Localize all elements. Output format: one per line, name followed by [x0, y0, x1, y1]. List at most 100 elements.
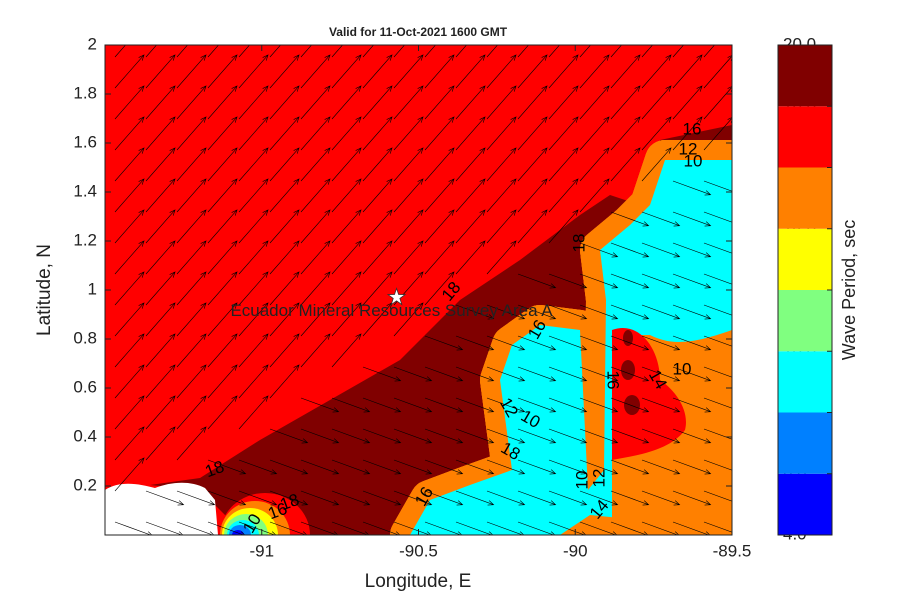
arrow	[548, 178, 579, 213]
arrow	[455, 304, 495, 320]
arrow	[362, 521, 401, 535]
arrow	[579, 428, 619, 444]
arrow	[579, 521, 618, 535]
arrow	[455, 54, 486, 89]
arrow	[300, 116, 331, 151]
arrow	[455, 366, 495, 382]
annotation-text: Ecuador Mineral Resources Survey Area A	[230, 301, 553, 320]
arrow	[579, 273, 619, 289]
arrow	[424, 459, 464, 475]
arrow	[145, 521, 184, 535]
arrow	[579, 54, 610, 89]
arrow	[176, 178, 207, 213]
arrow	[579, 397, 619, 413]
arrow	[672, 273, 712, 289]
arrow	[641, 242, 681, 258]
arrow	[455, 178, 486, 213]
arrow	[331, 333, 362, 368]
arrow	[672, 180, 712, 196]
arrow	[672, 366, 712, 382]
arrow	[238, 364, 269, 399]
arrow	[145, 490, 185, 506]
arrow	[176, 116, 207, 151]
arrow	[145, 45, 157, 58]
arrow	[672, 116, 703, 151]
arrow	[517, 397, 557, 413]
arrow	[703, 211, 732, 223]
arrow	[393, 147, 424, 182]
arrow	[238, 395, 269, 430]
arrow	[424, 147, 455, 182]
arrow	[393, 54, 424, 89]
arrow	[207, 333, 238, 368]
arrow	[672, 521, 711, 535]
arrow	[424, 397, 464, 413]
arrow	[176, 490, 216, 506]
arrow	[672, 54, 703, 89]
arrow	[486, 54, 517, 89]
region	[623, 330, 633, 346]
contour-label: 10	[684, 151, 703, 170]
y-tick-label: 0.4	[73, 426, 97, 445]
colorbar-segment	[778, 290, 832, 352]
arrow	[393, 490, 433, 506]
arrow	[362, 240, 393, 275]
arrow	[114, 521, 153, 535]
arrow	[393, 209, 424, 244]
arrow	[486, 335, 526, 351]
arrow	[269, 209, 300, 244]
arrow	[114, 240, 145, 275]
arrow	[641, 366, 681, 382]
arrow	[610, 521, 649, 535]
arrow	[455, 147, 486, 182]
arrow	[610, 54, 641, 89]
arrow	[486, 366, 526, 382]
arrow	[269, 364, 300, 399]
arrow	[362, 147, 393, 182]
x-tick-label: -89.5	[713, 541, 752, 560]
arrow	[703, 428, 732, 440]
arrow	[176, 364, 207, 399]
arrow	[672, 428, 712, 444]
arrow	[207, 521, 246, 535]
arrow	[300, 45, 312, 58]
arrow	[207, 490, 247, 506]
arrow	[238, 333, 269, 368]
arrow	[486, 45, 498, 58]
arrow	[486, 147, 517, 182]
region	[621, 360, 635, 380]
arrow	[331, 397, 371, 413]
arrow	[548, 490, 588, 506]
arrow	[331, 116, 362, 151]
arrow	[703, 459, 732, 471]
arrow	[145, 240, 176, 275]
arrow	[641, 211, 681, 227]
arrow	[114, 54, 145, 89]
arrow	[517, 335, 557, 351]
arrow	[393, 116, 424, 151]
arrow	[176, 271, 207, 306]
arrow	[145, 85, 176, 120]
colorbar-segment	[778, 106, 832, 168]
arrow	[269, 54, 300, 89]
arrow	[672, 397, 712, 413]
arrow	[548, 54, 579, 89]
arrow	[641, 116, 672, 151]
arrow	[269, 116, 300, 151]
arrow	[517, 116, 548, 151]
arrow	[145, 333, 176, 368]
arrow	[393, 240, 424, 275]
arrow	[238, 54, 269, 89]
arrow	[145, 426, 176, 461]
x-tick-label: -91	[249, 541, 274, 560]
arrow	[486, 459, 526, 475]
arrow	[455, 45, 467, 58]
arrow	[362, 428, 402, 444]
arrow	[207, 178, 238, 213]
arrow	[672, 304, 712, 320]
contour-label: 10	[572, 471, 591, 490]
arrow	[579, 116, 610, 151]
arrow	[362, 459, 402, 475]
arrow	[703, 45, 715, 58]
arrow	[424, 240, 455, 275]
